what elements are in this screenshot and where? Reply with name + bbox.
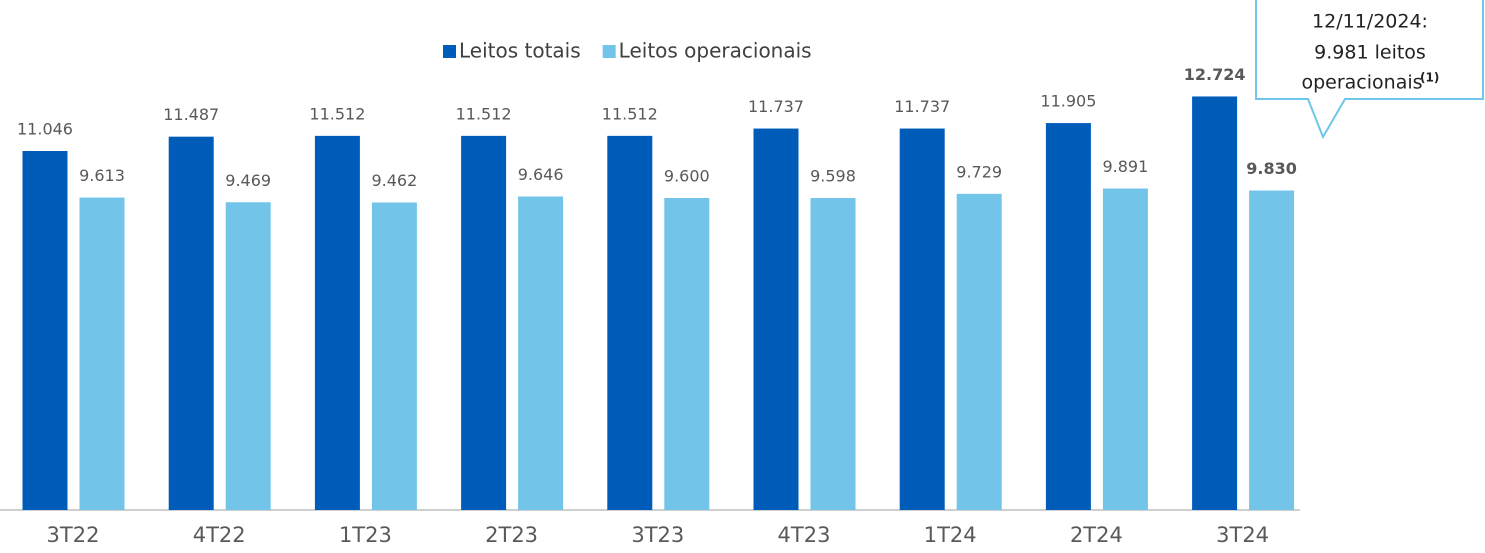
value-label: 9.830 [1246,159,1297,178]
value-label: 9.729 [956,162,1002,181]
value-label: 11.487 [163,105,219,124]
value-label: 12.724 [1184,65,1246,84]
x-tick-label: 4T22 [193,523,246,547]
value-label: 11.512 [456,104,512,123]
bar [22,151,68,510]
bar [79,197,125,510]
annotation-line: 9.981 leitos [1314,42,1426,64]
x-tick-label: 1T23 [339,523,392,547]
bar [168,136,214,511]
bar [314,135,360,511]
annotation-line: operacionais [1301,72,1422,94]
x-tick-label: 3T24 [1216,523,1269,547]
value-label: 9.600 [664,167,710,186]
value-label: 11.737 [894,97,950,116]
x-tick-label: 2T24 [1070,523,1123,547]
bar [518,196,564,510]
bar [1192,96,1238,510]
value-label: 11.512 [309,104,365,123]
value-label: 9.598 [810,167,856,186]
legend-swatch [443,45,456,58]
bar [225,202,271,510]
value-label: 11.046 [17,120,73,139]
bar [956,193,1002,510]
value-label: 11.905 [1040,92,1096,111]
bar [1045,123,1091,511]
legend-swatch [602,45,616,58]
bar [753,128,799,511]
value-label: 11.512 [602,104,658,123]
bar [607,135,653,511]
legend-label: Leitos totais [459,39,581,63]
bar [1102,188,1148,511]
legend-label: Leitos operacionais [619,39,812,63]
x-tick-label: 3T22 [47,523,100,547]
value-label: 9.891 [1102,157,1148,176]
bar [899,128,945,511]
bar [461,135,507,511]
value-label: 9.613 [79,166,125,185]
x-tick-label: 3T23 [631,523,684,547]
bar [1249,190,1295,510]
x-tick-label: 2T23 [485,523,538,547]
value-label: 9.646 [518,165,564,184]
x-tick-label: 4T23 [778,523,831,547]
value-label: 11.737 [748,97,804,116]
bar [371,202,417,511]
value-label: 9.469 [225,171,271,190]
value-label: 9.462 [371,171,417,190]
annotation-superscript: (1) [1420,71,1439,85]
callout-box [1255,0,1484,140]
bar [810,198,856,510]
bar [664,198,710,510]
x-tick-label: 1T24 [924,523,977,547]
annotation-line: 12/11/2024: [1312,11,1428,33]
